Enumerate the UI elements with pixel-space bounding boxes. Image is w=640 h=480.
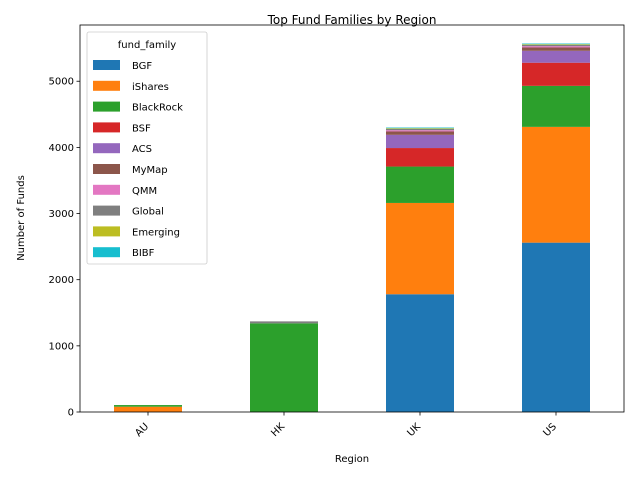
- legend: fund_family BGF iShares BlackRock BSF ACS MyMa…: [86, 31, 208, 265]
- legend-label: Global: [132, 207, 164, 218]
- legend-title: fund_family: [118, 40, 176, 51]
- bar-hk-blackrock: [250, 323, 318, 412]
- legend-label: BSF: [132, 123, 151, 134]
- bar-us-blackrock: [522, 85, 590, 127]
- legend-swatch: [93, 247, 120, 258]
- bar-us-ishares: [522, 126, 590, 243]
- legend-swatch: [93, 60, 120, 70]
- bar-us-acs: [522, 50, 590, 63]
- y-tick-label: 3000: [49, 209, 74, 220]
- bar-us-mymap: [522, 47, 590, 51]
- y-tick-label: 5000: [49, 77, 74, 88]
- bar-us-bgf: [522, 242, 590, 412]
- bar-uk-emerging: [386, 128, 454, 129]
- bar-us-bsf: [522, 62, 590, 86]
- y-tick-label: 2000: [49, 275, 74, 286]
- x-axis-label: Region: [335, 454, 369, 465]
- legend-label: Emerging: [132, 227, 180, 238]
- legend-label: MyMap: [132, 165, 168, 176]
- bar-uk-bibf: [386, 127, 454, 129]
- legend-label: ACS: [132, 144, 152, 155]
- chart-title: Top Fund Families by Region: [267, 13, 437, 27]
- x-tick-label: HK: [269, 421, 287, 439]
- legend-label: BlackRock: [132, 103, 183, 114]
- y-axis: 0 1000 2000 3000 4000 5000: [49, 77, 80, 419]
- legend-label: BGF: [132, 61, 152, 72]
- bar-us-qmm: [522, 46, 590, 48]
- y-tick-label: 4000: [49, 143, 74, 154]
- legend-label: iShares: [132, 82, 169, 93]
- bar-us-emerging: [522, 44, 590, 45]
- bar-uk-qmm: [386, 130, 454, 132]
- bar-au-blackrock: [114, 405, 182, 407]
- x-tick-label: AU: [133, 421, 151, 439]
- x-tick-label: UK: [405, 421, 423, 439]
- y-axis-label: Number of Funds: [16, 175, 27, 261]
- x-axis: AU HK UK US: [133, 412, 559, 439]
- bar-us-bibf: [522, 43, 590, 45]
- legend-label: QMM: [132, 186, 157, 197]
- bar-uk-bgf: [386, 294, 454, 412]
- bar-us-global: [522, 44, 590, 47]
- bar-uk-ishares: [386, 202, 454, 295]
- bar-hk-global: [250, 321, 318, 324]
- legend-swatch: [93, 101, 120, 112]
- legend-swatch: [93, 205, 120, 216]
- legend-swatch: [93, 122, 120, 133]
- bar-uk-mymap: [386, 131, 454, 135]
- legend-label: BIBF: [132, 248, 155, 259]
- x-tick-label: US: [542, 422, 559, 439]
- bar-uk-blackrock: [386, 166, 454, 203]
- y-tick-label: 1000: [49, 341, 74, 352]
- bars-group: [114, 43, 590, 412]
- y-tick-label: 0: [68, 408, 74, 419]
- bar-uk-global: [386, 128, 454, 131]
- legend-swatch: [93, 164, 120, 174]
- plot-frame: [79, 24, 625, 413]
- legend-swatch: [93, 226, 120, 237]
- bar-au-ishares: [114, 406, 182, 412]
- legend-swatch: [93, 143, 120, 154]
- legend-swatch: [93, 184, 120, 195]
- bar-uk-acs: [386, 134, 454, 149]
- bar-uk-bsf: [386, 148, 454, 167]
- legend-swatch: [93, 80, 120, 91]
